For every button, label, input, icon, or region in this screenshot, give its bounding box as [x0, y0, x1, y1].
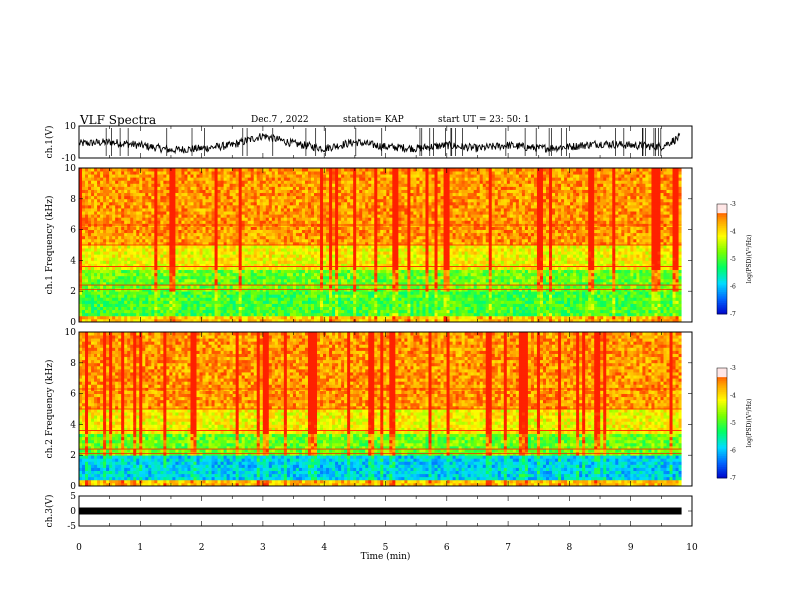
- x-tick-label: 1: [137, 543, 143, 553]
- colorbar-tick-2: -5: [730, 420, 736, 427]
- colorbar-label-1: log(PSD)(V²/Hz): [746, 235, 753, 284]
- y-axis-label-1: ch.1 Frequency (kHz): [44, 196, 55, 295]
- y-tick-label-1: 2: [70, 287, 76, 297]
- colorbar-tick-1: -3: [730, 201, 736, 208]
- x-tick-label: 3: [260, 543, 266, 553]
- ch1-waveform-trace: [79, 133, 680, 153]
- colorbar-tick-1: -7: [730, 311, 736, 318]
- y-tick-label-2: 6: [70, 390, 76, 400]
- y-tick-label-1: 10: [65, 164, 77, 174]
- y-axis-label-2: ch.2 Frequency (kHz): [44, 360, 55, 459]
- x-tick-label: 2: [199, 543, 205, 553]
- y-tick-label-2: 8: [70, 359, 76, 369]
- y-tick-label-3: 5: [70, 492, 76, 502]
- x-tick-label: 7: [505, 543, 511, 553]
- y-tick-label-3: -5: [67, 522, 76, 532]
- colorbar-tick-1: -4: [730, 229, 736, 236]
- x-tick-label: 10: [686, 543, 698, 553]
- y-tick-label-3: 0: [70, 507, 76, 517]
- colorbar-1: [717, 204, 727, 314]
- colorbar-tick-2: -7: [730, 475, 736, 482]
- colorbar-2: [717, 368, 727, 478]
- x-tick-label: 8: [567, 543, 573, 553]
- ch3-signal-band: [79, 508, 682, 515]
- y-tick-label-0: 10: [65, 122, 77, 132]
- colorbar-tick-2: -4: [730, 393, 736, 400]
- y-tick-label-1: 8: [70, 195, 76, 205]
- x-axis-label: Time (min): [361, 551, 411, 562]
- y-tick-label-2: 10: [65, 328, 77, 338]
- x-tick-label: 0: [76, 543, 82, 553]
- y-tick-label-1: 6: [70, 226, 76, 236]
- y-tick-label-2: 2: [70, 451, 76, 461]
- colorbar-tick-1: -6: [730, 284, 736, 291]
- colorbar-tick-2: -6: [730, 448, 736, 455]
- y-tick-label-1: 0: [70, 318, 76, 328]
- y-tick-label-1: 4: [70, 256, 76, 266]
- y-tick-label-0: -10: [62, 154, 77, 164]
- vlf-spectra-figure: 10-10ch.1(V)0246810ch.1 Frequency (kHz) -…: [0, 0, 792, 612]
- x-tick-label: 4: [321, 543, 327, 553]
- colorbar-tick-1: -5: [730, 256, 736, 263]
- y-tick-label-2: 4: [70, 420, 76, 430]
- colorbar-label-2: log(PSD)(V²/Hz): [746, 399, 753, 448]
- x-tick-label: 9: [628, 543, 634, 553]
- colorbar-tick-2: -3: [730, 365, 736, 372]
- y-axis-label-0: ch.1(V): [44, 126, 55, 159]
- y-axis-label-3: ch.3(V): [44, 495, 55, 528]
- x-tick-label: 6: [444, 543, 450, 553]
- y-tick-label-2: 0: [70, 482, 76, 492]
